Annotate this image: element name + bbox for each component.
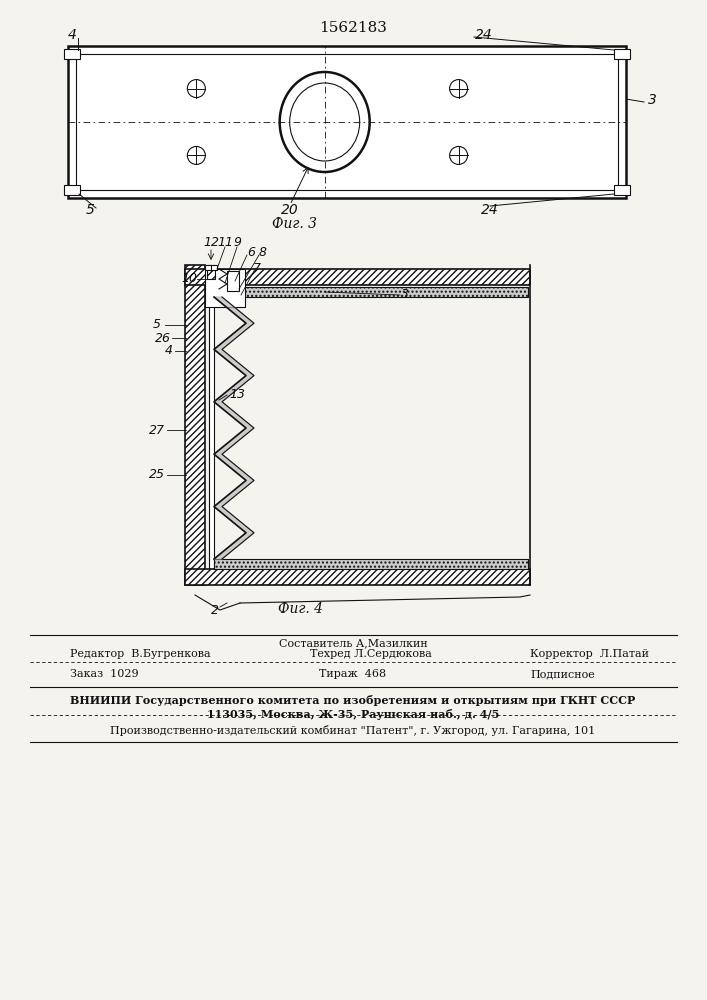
Text: 12: 12 <box>203 236 219 249</box>
Text: 24: 24 <box>475 28 493 42</box>
Text: 5: 5 <box>86 203 95 217</box>
Text: Подписное: Подписное <box>530 669 595 679</box>
Text: 10: 10 <box>181 272 197 286</box>
Bar <box>614 185 630 195</box>
Text: 5: 5 <box>153 318 161 332</box>
Text: Корректор  Л.Патай: Корректор Л.Патай <box>530 649 649 659</box>
Text: 24: 24 <box>481 203 499 217</box>
Text: 2: 2 <box>211 603 219 616</box>
Bar <box>614 49 630 59</box>
Text: ВНИИПИ Государственного комитета по изобретениям и открытиям при ГКНТ СССР: ВНИИПИ Государственного комитета по изоб… <box>71 694 636 706</box>
Text: 3: 3 <box>401 288 409 302</box>
Text: 4: 4 <box>68 28 76 42</box>
Text: 27: 27 <box>149 424 165 436</box>
Bar <box>76 54 618 190</box>
Text: 20: 20 <box>281 203 299 217</box>
Bar <box>64 185 80 195</box>
Bar <box>205 269 245 307</box>
Bar <box>205 265 217 270</box>
Bar <box>185 265 205 585</box>
Text: Тираж  468: Тираж 468 <box>320 669 387 679</box>
Text: Техред Л.Сердюкова: Техред Л.Сердюкова <box>310 649 432 659</box>
Text: Производственно-издательский комбинат "Патент", г. Ужгород, ул. Гагарина, 101: Производственно-издательский комбинат "П… <box>110 724 595 736</box>
Bar <box>64 49 80 59</box>
Text: 9: 9 <box>233 236 241 249</box>
Text: 25: 25 <box>149 468 165 482</box>
Text: 8: 8 <box>259 246 267 259</box>
Bar <box>209 305 214 570</box>
Bar <box>68 46 626 198</box>
Bar <box>185 569 530 585</box>
Bar <box>214 559 528 569</box>
Text: Фиг. 4: Фиг. 4 <box>278 602 322 616</box>
Bar <box>207 265 215 279</box>
Text: 113035, Москва, Ж-35, Раушская наб., д. 4/5: 113035, Москва, Ж-35, Раушская наб., д. … <box>207 708 499 720</box>
Text: Составитель А,Мазилкин: Составитель А,Мазилкин <box>279 638 427 648</box>
Polygon shape <box>214 297 254 559</box>
Text: 1562183: 1562183 <box>319 21 387 35</box>
Text: 4: 4 <box>165 344 173 358</box>
Bar <box>227 271 239 291</box>
Text: 6: 6 <box>247 246 255 259</box>
Text: 11: 11 <box>217 236 233 249</box>
Text: Фиг. 3: Фиг. 3 <box>272 217 317 231</box>
Text: 3: 3 <box>648 93 657 107</box>
Text: 26: 26 <box>155 332 171 344</box>
Text: 7: 7 <box>253 262 261 275</box>
Bar <box>185 269 530 285</box>
Text: Редактор  В.Бугренкова: Редактор В.Бугренкова <box>70 649 211 659</box>
Text: 13: 13 <box>229 388 245 401</box>
Text: Заказ  1029: Заказ 1029 <box>70 669 139 679</box>
Bar <box>214 287 528 297</box>
